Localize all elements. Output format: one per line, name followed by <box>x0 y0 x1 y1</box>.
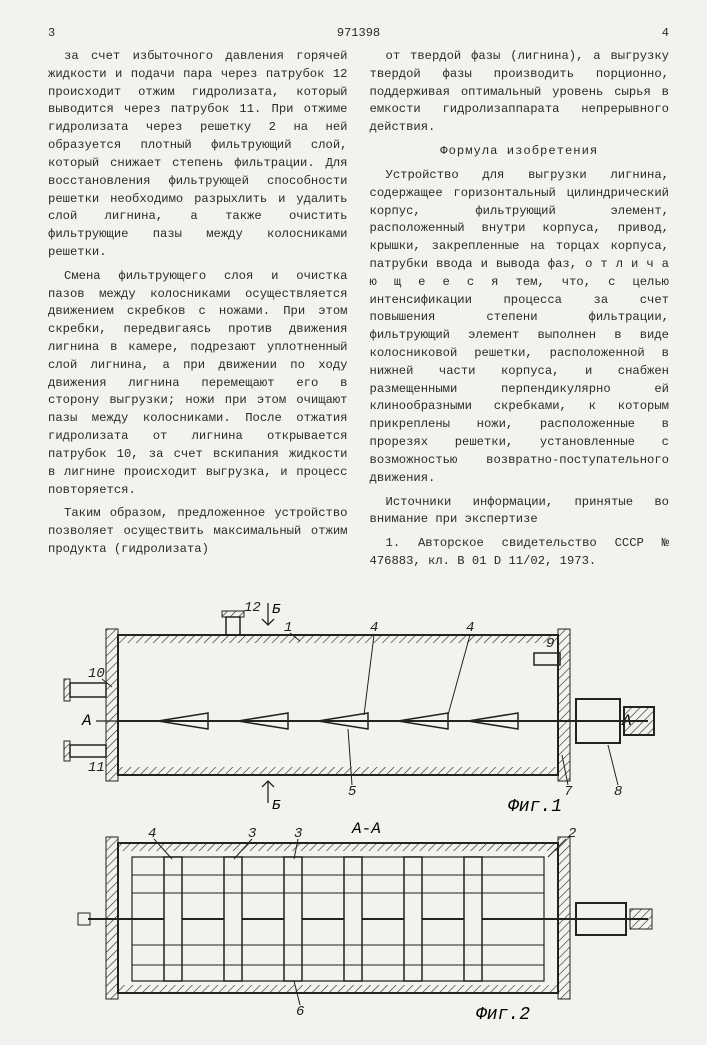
callout: 11 <box>88 760 105 776</box>
page-num-left: 3 <box>48 24 55 42</box>
callout: 3 <box>248 826 256 842</box>
callout: 6 <box>296 1004 304 1020</box>
callout: 4 <box>370 620 378 636</box>
page-header: 3 971398 4 <box>48 24 669 42</box>
para: за счет избыточного давления горячей жид… <box>48 48 348 262</box>
para: Смена фильтрующего слоя и очистка пазов … <box>48 268 348 500</box>
callout: 5 <box>348 784 357 800</box>
figure-2: A-A <box>48 815 668 1025</box>
para: Таким образом, предложенное устройство п… <box>48 505 348 558</box>
text-columns: за счет избыточного давления горячей жид… <box>48 48 669 577</box>
callout: 7 <box>564 784 573 800</box>
figures-block: Б Б A A <box>48 595 669 1025</box>
column-right: от твердой фазы (лигнина), а выгрузку тв… <box>370 48 670 577</box>
claim: Устройство для выгрузки лигнина, содержа… <box>370 167 670 488</box>
section-label: A-A <box>351 820 381 838</box>
figure-label: Фиг.2 <box>476 1005 530 1025</box>
formula-heading: Формула изобретения <box>370 143 670 161</box>
section-A: A <box>81 712 92 730</box>
callout: 12 <box>244 600 261 616</box>
figure-label: Фиг.1 <box>508 797 562 815</box>
column-left: за счет избыточного давления горячей жид… <box>48 48 348 577</box>
callout: 8 <box>614 784 622 800</box>
source-item: 1. Авторское свидетельство СССР № 476883… <box>370 535 670 571</box>
section-label: Б <box>272 798 281 814</box>
page: 3 971398 4 за счет избыточного давления … <box>0 0 707 1045</box>
callout: 9 <box>546 636 554 652</box>
page-num-right: 4 <box>662 24 669 42</box>
patent-number: 971398 <box>337 24 380 42</box>
callout: 2 <box>568 826 576 842</box>
callout: 4 <box>466 620 474 636</box>
sources-heading: Источники информации, принятые во вниман… <box>370 494 670 530</box>
para: от твердой фазы (лигнина), а выгрузку тв… <box>370 48 670 137</box>
section-label: Б <box>272 602 281 618</box>
figure-1: Б Б A A <box>48 595 668 815</box>
